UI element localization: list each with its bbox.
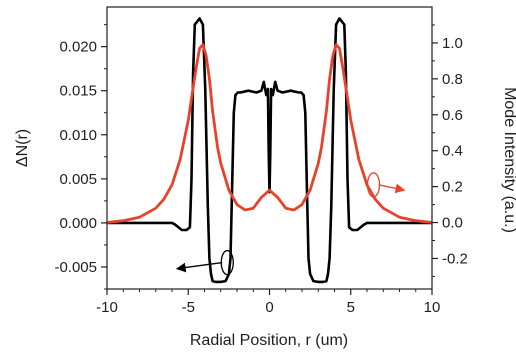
y-right-tick-label: 0.0 <box>442 215 463 232</box>
y-axis-right: -0.2 0.0 0.2 0.4 0.6 0.8 1.0 <box>432 24 468 277</box>
series-layer <box>106 17 433 284</box>
y-left-tick-label: 0.005 <box>59 171 97 188</box>
y-axis-right-title: Mode Intensity (a.u.) <box>501 87 516 233</box>
y-left-tick-label: 0.015 <box>59 83 97 100</box>
y-left-tick-label: -0.005 <box>54 259 97 276</box>
y-right-tick-label: 0.4 <box>442 143 463 160</box>
x-axis: -10 -5 0 5 10 <box>96 289 440 316</box>
left-axis-marker-ellipse <box>220 249 234 276</box>
y-left-tick-label: 0.000 <box>59 215 97 232</box>
y-left-tick-label: 0.020 <box>59 39 97 56</box>
y-right-tick-label: -0.2 <box>442 250 468 267</box>
y-left-tick-label: 0.010 <box>59 127 97 144</box>
y-right-tick-label: 0.8 <box>442 71 463 88</box>
right-axis-marker-ellipse <box>366 172 381 198</box>
left-axis-marker-arrow <box>175 261 223 273</box>
mode-intensity-series-line <box>106 43 433 224</box>
x-axis-title: Radial Position, r (um) <box>190 332 348 349</box>
x-tick-label: 0 <box>265 299 273 316</box>
x-tick-label: -10 <box>96 299 118 316</box>
x-tick-label: -5 <box>182 299 195 316</box>
y-axis-left: -0.005 0.000 0.005 0.010 0.015 0.020 <box>54 24 107 290</box>
y-right-tick-label: 0.6 <box>442 107 463 124</box>
y-right-tick-label: 1.0 <box>442 35 463 52</box>
x-tick-label: 10 <box>424 299 441 316</box>
y-right-tick-label: 0.2 <box>442 179 463 196</box>
delta-n-series-line <box>107 17 432 284</box>
y-axis-left-title: ΔN(r) <box>14 129 31 167</box>
annotation-layer <box>175 172 406 276</box>
x-tick-label: 5 <box>347 299 355 316</box>
right-axis-marker-arrow <box>378 183 406 194</box>
